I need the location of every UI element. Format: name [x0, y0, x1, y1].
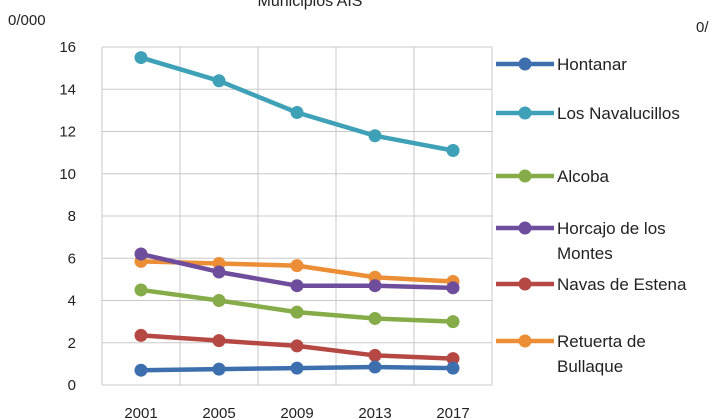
chart-title: Municipios AIS — [258, 0, 363, 10]
y-axis-ticks: 0 2 4 6 8 10 12 14 16 — [59, 39, 76, 394]
data-point — [290, 279, 304, 293]
legend-marker — [518, 334, 532, 348]
legend-marker — [518, 106, 532, 120]
data-point — [212, 265, 226, 279]
x-tick-label: 2005 — [202, 405, 235, 420]
y-tick-label: 8 — [68, 208, 76, 225]
data-point — [446, 352, 460, 366]
data-point — [290, 339, 304, 353]
data-point — [134, 363, 148, 377]
legend-label: Horcajo de los — [557, 219, 666, 238]
legend-label: Bullaque — [557, 357, 623, 376]
legend-label: Hontanar — [557, 55, 627, 74]
legend-marker — [518, 57, 532, 71]
y-unit-right: 0/ — [696, 19, 709, 36]
data-point — [134, 247, 148, 261]
legend-label: Los Navalucillos — [557, 104, 680, 123]
x-tick-label: 2001 — [124, 405, 157, 420]
gridlines — [101, 46, 493, 386]
legend-label: Retuerta de — [557, 332, 646, 351]
series-1 — [134, 51, 460, 158]
data-point — [368, 360, 382, 374]
series-lines — [134, 51, 460, 377]
series-3 — [134, 247, 460, 295]
legend-marker — [518, 169, 532, 183]
legend: Hontanar Los Navalucillos Alcoba Horcajo de… — [496, 55, 687, 376]
legend-entry: Horcajo de los Montes — [496, 219, 666, 263]
x-tick-label: 2013 — [358, 405, 391, 420]
data-point — [212, 294, 226, 307]
data-point — [368, 129, 382, 143]
legend-entry: Alcoba — [496, 167, 610, 186]
series-line — [140, 55, 454, 153]
data-point — [212, 362, 226, 376]
data-point — [290, 305, 304, 319]
legend-entry: Los Navalucillos — [496, 104, 680, 123]
legend-entry: Retuerta de Bullaque — [496, 332, 646, 376]
y-tick-label: 2 — [68, 335, 76, 352]
legend-label: Montes — [557, 244, 613, 263]
legend-marker — [518, 277, 532, 291]
y-tick-label: 14 — [59, 81, 76, 98]
data-point — [212, 74, 226, 88]
data-point — [134, 51, 148, 65]
data-point — [290, 361, 304, 375]
data-point — [368, 311, 382, 325]
x-tick-label: 2009 — [280, 405, 313, 420]
legend-entry: Navas de Estena — [496, 275, 687, 294]
data-point — [290, 105, 304, 119]
data-point — [446, 281, 460, 295]
series-2 — [134, 283, 460, 329]
data-point — [134, 328, 148, 342]
x-tick-label: 2017 — [436, 405, 469, 420]
y-tick-label: 0 — [68, 377, 76, 394]
data-point — [134, 283, 148, 297]
legend-entry: Hontanar — [496, 55, 627, 74]
data-point — [368, 348, 382, 362]
y-tick-label: 16 — [59, 39, 76, 56]
legend-marker — [518, 221, 532, 235]
data-point — [446, 361, 460, 375]
x-axis-ticks: 2001 2005 2009 2013 2017 — [124, 405, 469, 420]
legend-label: Navas de Estena — [557, 275, 687, 294]
series-4 — [134, 328, 460, 366]
data-point — [368, 279, 382, 293]
y-tick-label: 10 — [59, 166, 76, 183]
y-tick-label: 12 — [59, 124, 76, 141]
series-0 — [134, 360, 460, 377]
data-point — [446, 315, 460, 329]
y-unit-left: 0/000 — [8, 12, 46, 29]
y-tick-label: 6 — [68, 250, 76, 267]
y-tick-label: 4 — [68, 293, 76, 310]
legend-label: Alcoba — [557, 167, 610, 186]
data-point — [446, 144, 460, 158]
data-point — [212, 334, 226, 348]
data-point — [290, 259, 304, 273]
